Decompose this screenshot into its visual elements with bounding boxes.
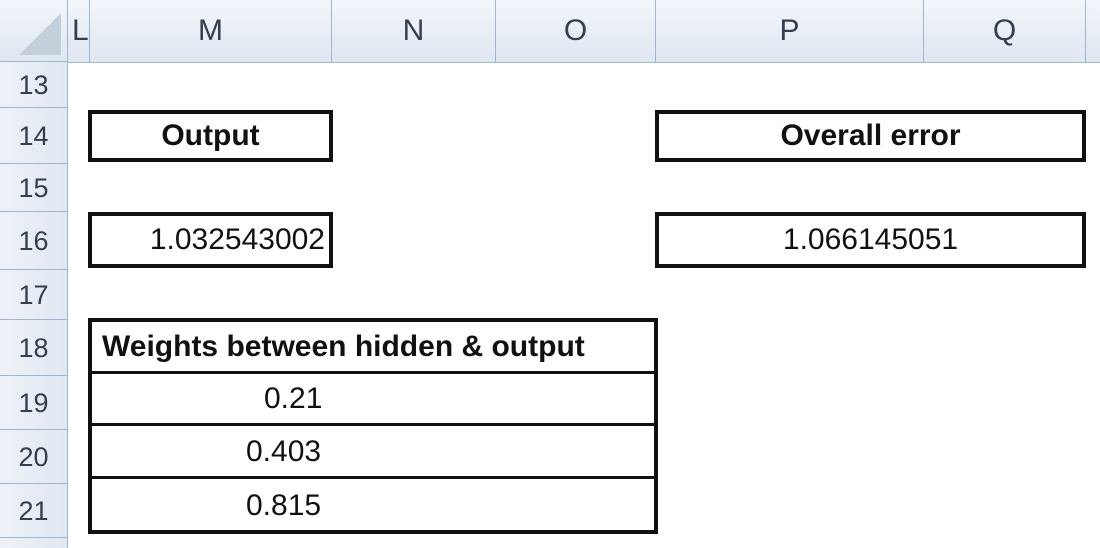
row-header-21[interactable]: 21 — [0, 484, 68, 538]
column-header-m[interactable]: M — [90, 0, 332, 62]
overall-error-label-cell[interactable]: Overall error — [655, 110, 1086, 162]
overall-error-value-cell[interactable]: 1.066145051 — [655, 212, 1086, 268]
output-value-cell[interactable]: 1.032543002 — [88, 212, 333, 268]
column-header-p[interactable]: P — [656, 0, 924, 62]
row-header-filler — [0, 538, 68, 548]
column-header-l[interactable]: L — [68, 0, 90, 62]
row-header-18[interactable]: 18 — [0, 320, 68, 376]
row-header-17[interactable]: 17 — [0, 270, 68, 320]
select-all-corner[interactable] — [0, 0, 68, 62]
weight-value-cell-1[interactable]: 0.21 — [92, 374, 654, 426]
output-label-cell[interactable]: Output — [88, 110, 333, 162]
column-header-q[interactable]: Q — [924, 0, 1086, 62]
weights-table: Weights between hidden & output 0.21 0.4… — [88, 318, 658, 534]
select-all-triangle-icon — [19, 13, 61, 55]
weight-value-cell-2[interactable]: 0.403 — [92, 427, 654, 479]
row-header-14[interactable]: 14 — [0, 108, 68, 164]
row-header-16[interactable]: 16 — [0, 212, 68, 270]
row-header-15[interactable]: 15 — [0, 164, 68, 212]
row-header-19[interactable]: 19 — [0, 376, 68, 430]
row-header-20[interactable]: 20 — [0, 430, 68, 484]
weight-value-cell-3[interactable]: 0.815 — [246, 489, 322, 522]
row-header-13[interactable]: 13 — [0, 62, 68, 108]
column-header-n[interactable]: N — [332, 0, 496, 62]
weights-header-cell[interactable]: Weights between hidden & output — [92, 322, 654, 374]
column-header-bar — [0, 0, 1100, 63]
column-header-o[interactable]: O — [496, 0, 656, 62]
